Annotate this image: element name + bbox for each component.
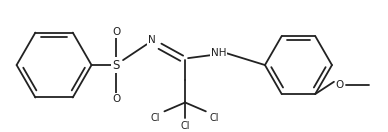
- Text: Cl: Cl: [210, 113, 220, 123]
- Text: O: O: [112, 94, 120, 103]
- Text: NH: NH: [211, 48, 226, 58]
- Text: O: O: [112, 27, 120, 37]
- Text: Cl: Cl: [151, 113, 160, 123]
- Text: O: O: [336, 80, 344, 90]
- Text: S: S: [113, 58, 120, 72]
- Text: N: N: [148, 35, 156, 45]
- Text: Cl: Cl: [180, 121, 190, 131]
